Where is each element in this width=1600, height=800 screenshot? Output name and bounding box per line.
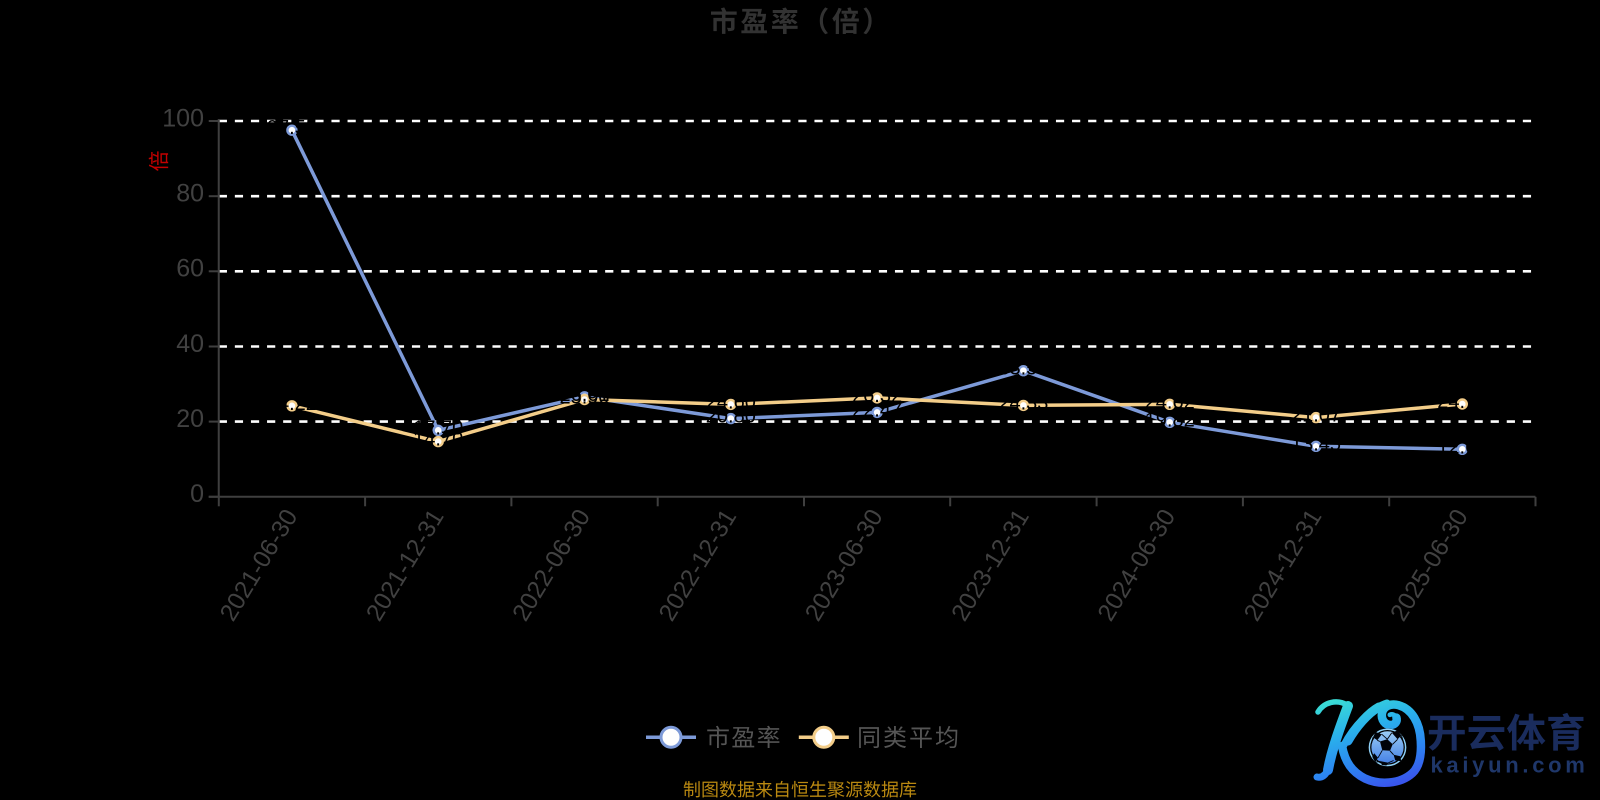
svg-text:100: 100 <box>162 104 204 132</box>
svg-text:13.45: 13.45 <box>1291 433 1341 455</box>
svg-text:40: 40 <box>176 330 204 358</box>
svg-text:80: 80 <box>176 180 204 208</box>
svg-text:24.70: 24.70 <box>1437 391 1487 413</box>
svg-text:19.82: 19.82 <box>1145 409 1195 431</box>
svg-text:26.32: 26.32 <box>852 385 902 407</box>
svg-text:24.62: 24.62 <box>1145 391 1195 413</box>
svg-text:24.22: 24.22 <box>267 393 317 415</box>
svg-text:26.61: 26.61 <box>559 384 609 406</box>
svg-text:60: 60 <box>176 255 204 283</box>
svg-text:kaiyun.com: kaiyun.com <box>1431 753 1589 778</box>
svg-text:0: 0 <box>190 480 204 508</box>
svg-text:24.33: 24.33 <box>998 392 1048 414</box>
svg-text:97.55: 97.55 <box>267 117 317 139</box>
svg-text:12.63: 12.63 <box>1437 436 1487 458</box>
svg-text:21.07: 21.07 <box>1291 405 1341 427</box>
svg-text:14.70: 14.70 <box>413 429 463 451</box>
svg-text:22.47: 22.47 <box>852 399 902 421</box>
svg-text:25.90: 25.90 <box>559 387 609 409</box>
svg-text:24.60: 24.60 <box>706 391 756 413</box>
svg-text:20: 20 <box>176 405 204 433</box>
svg-text:20.80: 20.80 <box>706 406 756 428</box>
svg-text:33.56: 33.56 <box>998 358 1048 380</box>
svg-text:17.70: 17.70 <box>413 417 463 439</box>
